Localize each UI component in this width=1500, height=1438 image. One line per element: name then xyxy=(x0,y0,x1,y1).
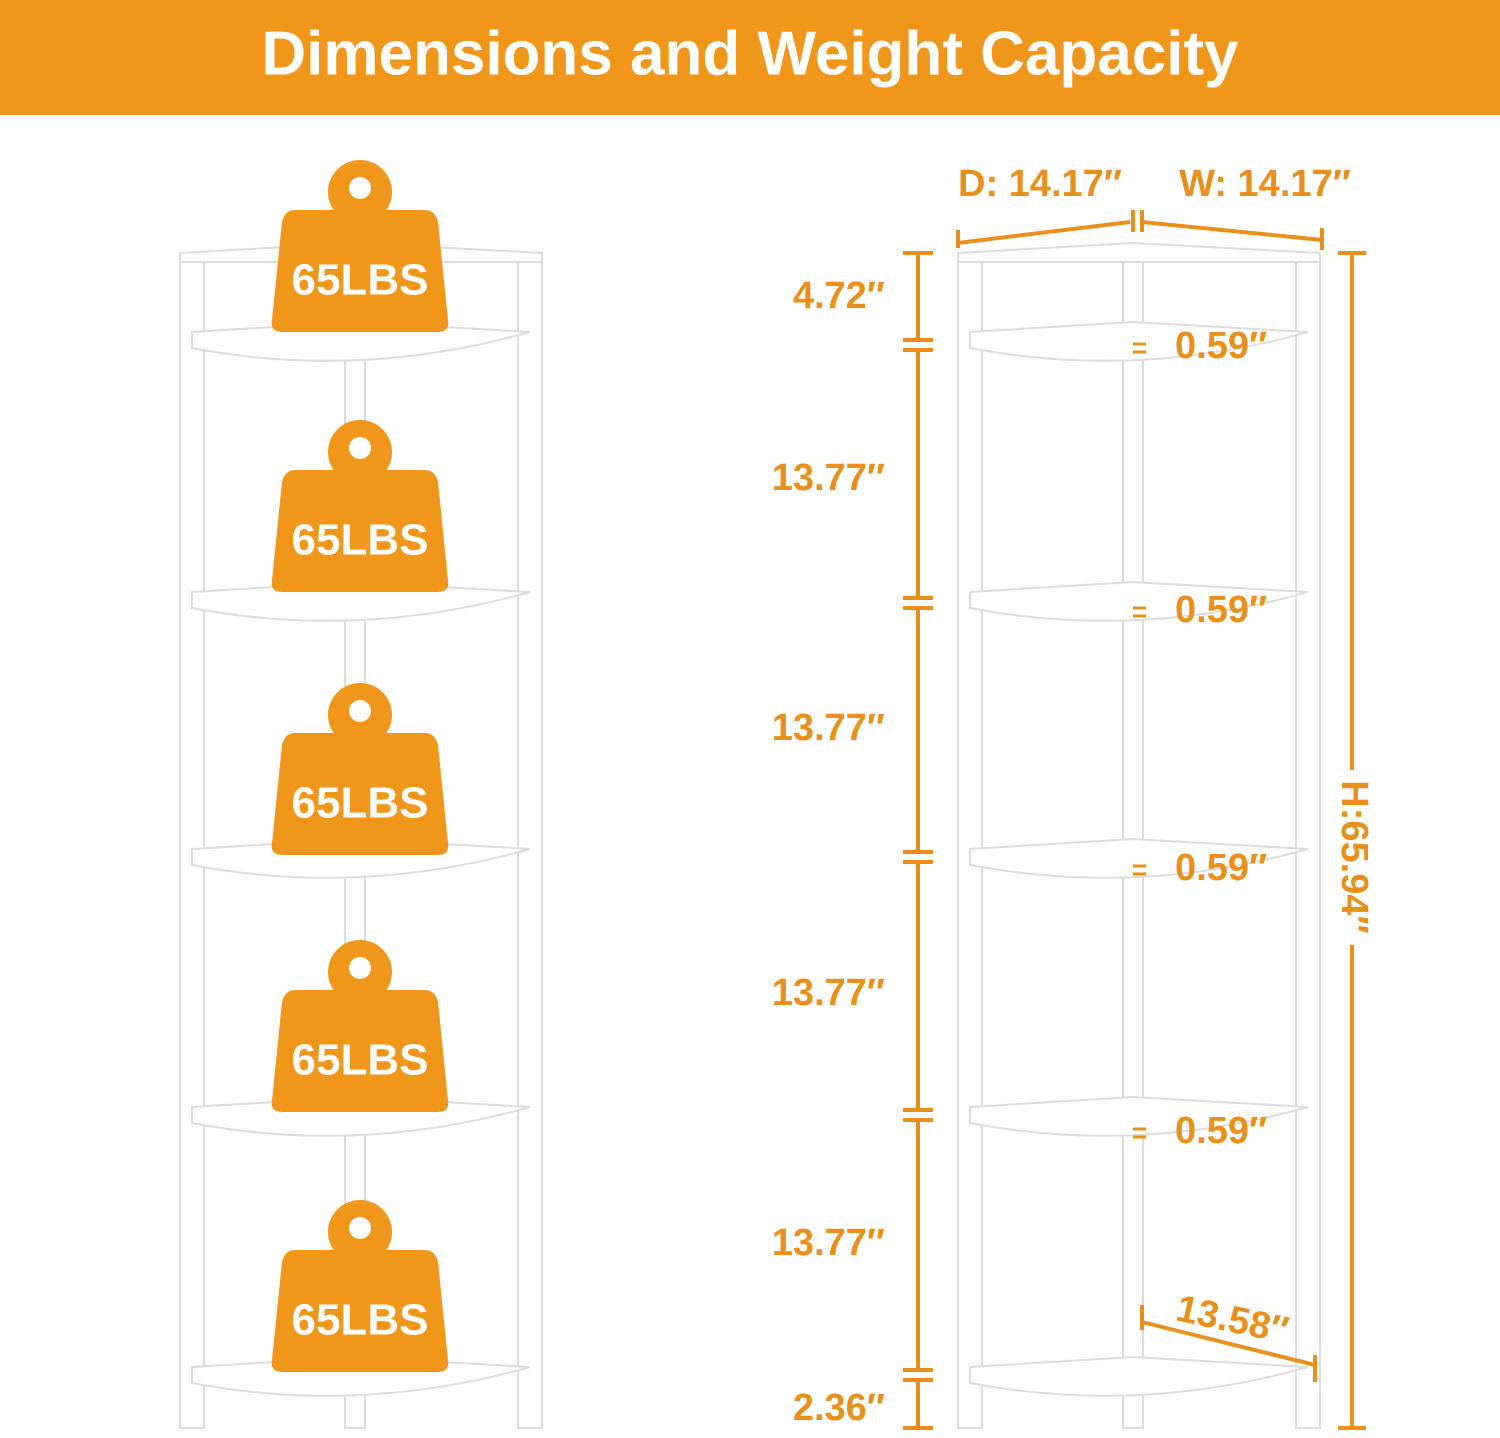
height-label: H:65.94″ xyxy=(1333,780,1375,933)
weight-hole xyxy=(349,1217,371,1239)
thickness-label: 0.59″ xyxy=(1175,589,1267,631)
shelf xyxy=(969,580,1309,622)
gap-label: 4.72″ xyxy=(793,275,885,317)
header-band xyxy=(0,0,1500,115)
weight-hole xyxy=(349,957,371,979)
weight-hole xyxy=(349,437,371,459)
gap-label: 13.77″ xyxy=(772,1222,885,1264)
weight-hole xyxy=(349,177,371,199)
gap-label: 2.36″ xyxy=(793,1387,885,1429)
weight-hole xyxy=(349,700,371,722)
post xyxy=(1295,252,1321,1429)
depth-label: D: 14.17″ xyxy=(958,163,1122,205)
shelf xyxy=(191,580,531,622)
top-rail xyxy=(957,241,1321,263)
left-shelf: 65LBS 65LBS 65LBS 65LBS 65LBS xyxy=(179,160,543,1429)
shelf xyxy=(969,837,1309,879)
weight-body xyxy=(271,1250,449,1372)
title: Dimensions and Weight Capacity xyxy=(261,19,1239,88)
shelf xyxy=(969,1355,1309,1397)
right-shelf xyxy=(957,241,1321,1429)
post xyxy=(517,252,543,1429)
shelf xyxy=(969,1095,1309,1137)
gap-label: 13.77″ xyxy=(772,457,885,499)
dimension-lines xyxy=(956,210,1366,1430)
weight-label: 65LBS xyxy=(292,1036,429,1085)
weight-label: 65LBS xyxy=(292,1296,429,1345)
weight-label: 65LBS xyxy=(292,256,429,305)
weight-label: 65LBS xyxy=(292,516,429,565)
shelf xyxy=(969,320,1309,362)
weight-label: 65LBS xyxy=(292,779,429,828)
weight-body xyxy=(271,210,449,332)
gap-label: 13.77″ xyxy=(772,707,885,749)
post xyxy=(957,252,983,1429)
shelf xyxy=(191,320,531,362)
width-label: W: 14.17″ xyxy=(1179,163,1351,205)
thickness-label: 0.59″ xyxy=(1175,1110,1267,1152)
post xyxy=(179,252,205,1429)
gap-label: 13.77″ xyxy=(772,972,885,1014)
thickness-label: 0.59″ xyxy=(1175,847,1267,889)
thickness-label: 0.59″ xyxy=(1175,325,1267,367)
weight-body xyxy=(271,990,449,1112)
weight-body xyxy=(271,733,449,855)
weight-body xyxy=(271,470,449,592)
